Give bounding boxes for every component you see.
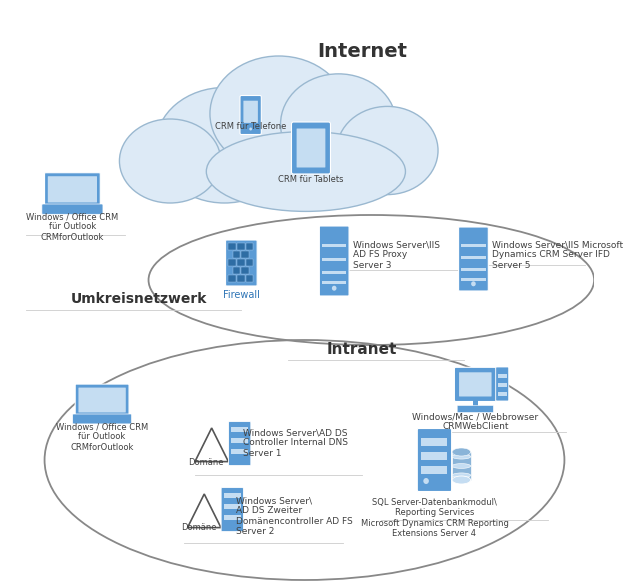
Ellipse shape bbox=[210, 56, 348, 172]
Bar bbox=[237, 259, 244, 266]
Text: CRM für Tablets: CRM für Tablets bbox=[278, 175, 344, 184]
Bar bbox=[422, 452, 447, 460]
FancyBboxPatch shape bbox=[75, 384, 129, 416]
Ellipse shape bbox=[206, 132, 406, 212]
Bar bbox=[322, 282, 346, 285]
Ellipse shape bbox=[332, 286, 337, 290]
Bar bbox=[461, 278, 486, 280]
Ellipse shape bbox=[452, 455, 470, 459]
Bar bbox=[422, 466, 447, 474]
Bar bbox=[497, 383, 507, 387]
Text: Domäne: Domäne bbox=[181, 523, 216, 532]
Bar bbox=[228, 243, 236, 250]
FancyBboxPatch shape bbox=[459, 372, 492, 396]
Bar bbox=[422, 438, 447, 446]
Text: Internet: Internet bbox=[317, 42, 407, 61]
FancyBboxPatch shape bbox=[291, 122, 330, 174]
Bar bbox=[246, 259, 253, 266]
Bar bbox=[246, 275, 253, 282]
Text: Windows / Office CRM
für Outlook
CRMforOutlook: Windows / Office CRM für Outlook CRMforO… bbox=[26, 212, 118, 242]
Bar bbox=[237, 275, 244, 282]
Bar bbox=[241, 267, 249, 274]
FancyBboxPatch shape bbox=[459, 227, 488, 291]
Bar bbox=[461, 256, 486, 259]
FancyBboxPatch shape bbox=[45, 173, 100, 206]
Text: Windows / Office CRM
für Outlook
CRMforOutlook: Windows / Office CRM für Outlook CRMforO… bbox=[56, 422, 148, 452]
FancyBboxPatch shape bbox=[225, 240, 257, 286]
Text: Intranet: Intranet bbox=[327, 342, 397, 357]
Bar bbox=[233, 267, 241, 274]
FancyBboxPatch shape bbox=[42, 204, 103, 214]
Text: Windows/Mac / Webbrowser
CRMWebClient: Windows/Mac / Webbrowser CRMWebClient bbox=[412, 412, 538, 432]
FancyBboxPatch shape bbox=[319, 226, 349, 296]
Ellipse shape bbox=[471, 281, 476, 286]
Polygon shape bbox=[195, 428, 228, 462]
Ellipse shape bbox=[280, 74, 396, 175]
Ellipse shape bbox=[120, 119, 221, 203]
Bar bbox=[224, 493, 241, 497]
FancyBboxPatch shape bbox=[454, 368, 496, 402]
Bar bbox=[322, 258, 346, 260]
Bar bbox=[241, 251, 249, 258]
Text: SQL Server-Datenbankmodul\
Reporting Services
Microsoft Dynamics CRM Reporting
E: SQL Server-Datenbankmodul\ Reporting Ser… bbox=[360, 498, 508, 538]
Bar bbox=[233, 251, 241, 258]
Ellipse shape bbox=[249, 128, 252, 131]
Bar bbox=[322, 244, 346, 247]
Ellipse shape bbox=[452, 476, 470, 484]
Text: Windows Server\AD DS
Controller Internal DNS
Server 1: Windows Server\AD DS Controller Internal… bbox=[243, 428, 348, 458]
Ellipse shape bbox=[156, 88, 293, 203]
FancyBboxPatch shape bbox=[228, 422, 251, 466]
Bar bbox=[228, 275, 236, 282]
Bar bbox=[231, 427, 248, 432]
Bar bbox=[497, 374, 507, 378]
Bar bbox=[231, 449, 248, 453]
Ellipse shape bbox=[452, 463, 470, 469]
FancyBboxPatch shape bbox=[243, 101, 258, 123]
Ellipse shape bbox=[423, 478, 429, 484]
Bar bbox=[237, 243, 244, 250]
FancyBboxPatch shape bbox=[496, 367, 509, 401]
Bar bbox=[497, 392, 507, 396]
Bar bbox=[461, 268, 486, 271]
Text: Windows Server\
AD DS Zweiter
Domänencontroller AD FS
Server 2: Windows Server\ AD DS Zweiter Domänencon… bbox=[236, 496, 353, 536]
Bar bbox=[472, 400, 478, 406]
Bar bbox=[224, 514, 241, 520]
FancyBboxPatch shape bbox=[417, 429, 452, 492]
Ellipse shape bbox=[452, 473, 470, 477]
Text: Domäne: Domäne bbox=[188, 458, 224, 467]
FancyBboxPatch shape bbox=[240, 95, 261, 135]
Bar bbox=[224, 503, 241, 509]
Ellipse shape bbox=[337, 106, 438, 195]
Text: Windows Server\IIS Microsoft
Dynamics CRM Server IFD
Server 5: Windows Server\IIS Microsoft Dynamics CR… bbox=[492, 240, 623, 270]
Polygon shape bbox=[188, 494, 221, 527]
FancyBboxPatch shape bbox=[72, 414, 132, 424]
Bar bbox=[461, 243, 486, 246]
Bar bbox=[228, 259, 236, 266]
Bar bbox=[452, 452, 470, 480]
FancyBboxPatch shape bbox=[79, 387, 126, 413]
FancyBboxPatch shape bbox=[296, 129, 325, 168]
FancyBboxPatch shape bbox=[48, 176, 97, 202]
Text: CRM für Telefone: CRM für Telefone bbox=[215, 122, 286, 131]
Bar bbox=[231, 437, 248, 443]
Bar bbox=[322, 271, 346, 274]
Text: Firewall: Firewall bbox=[223, 290, 260, 300]
FancyBboxPatch shape bbox=[221, 487, 243, 532]
Text: Umkreisnetzwerk: Umkreisnetzwerk bbox=[71, 292, 207, 306]
Bar bbox=[246, 243, 253, 250]
Text: Windows Server\IIS
AD FS Proxy
Server 3: Windows Server\IIS AD FS Proxy Server 3 bbox=[353, 240, 440, 270]
FancyBboxPatch shape bbox=[457, 406, 493, 413]
Ellipse shape bbox=[452, 448, 470, 456]
